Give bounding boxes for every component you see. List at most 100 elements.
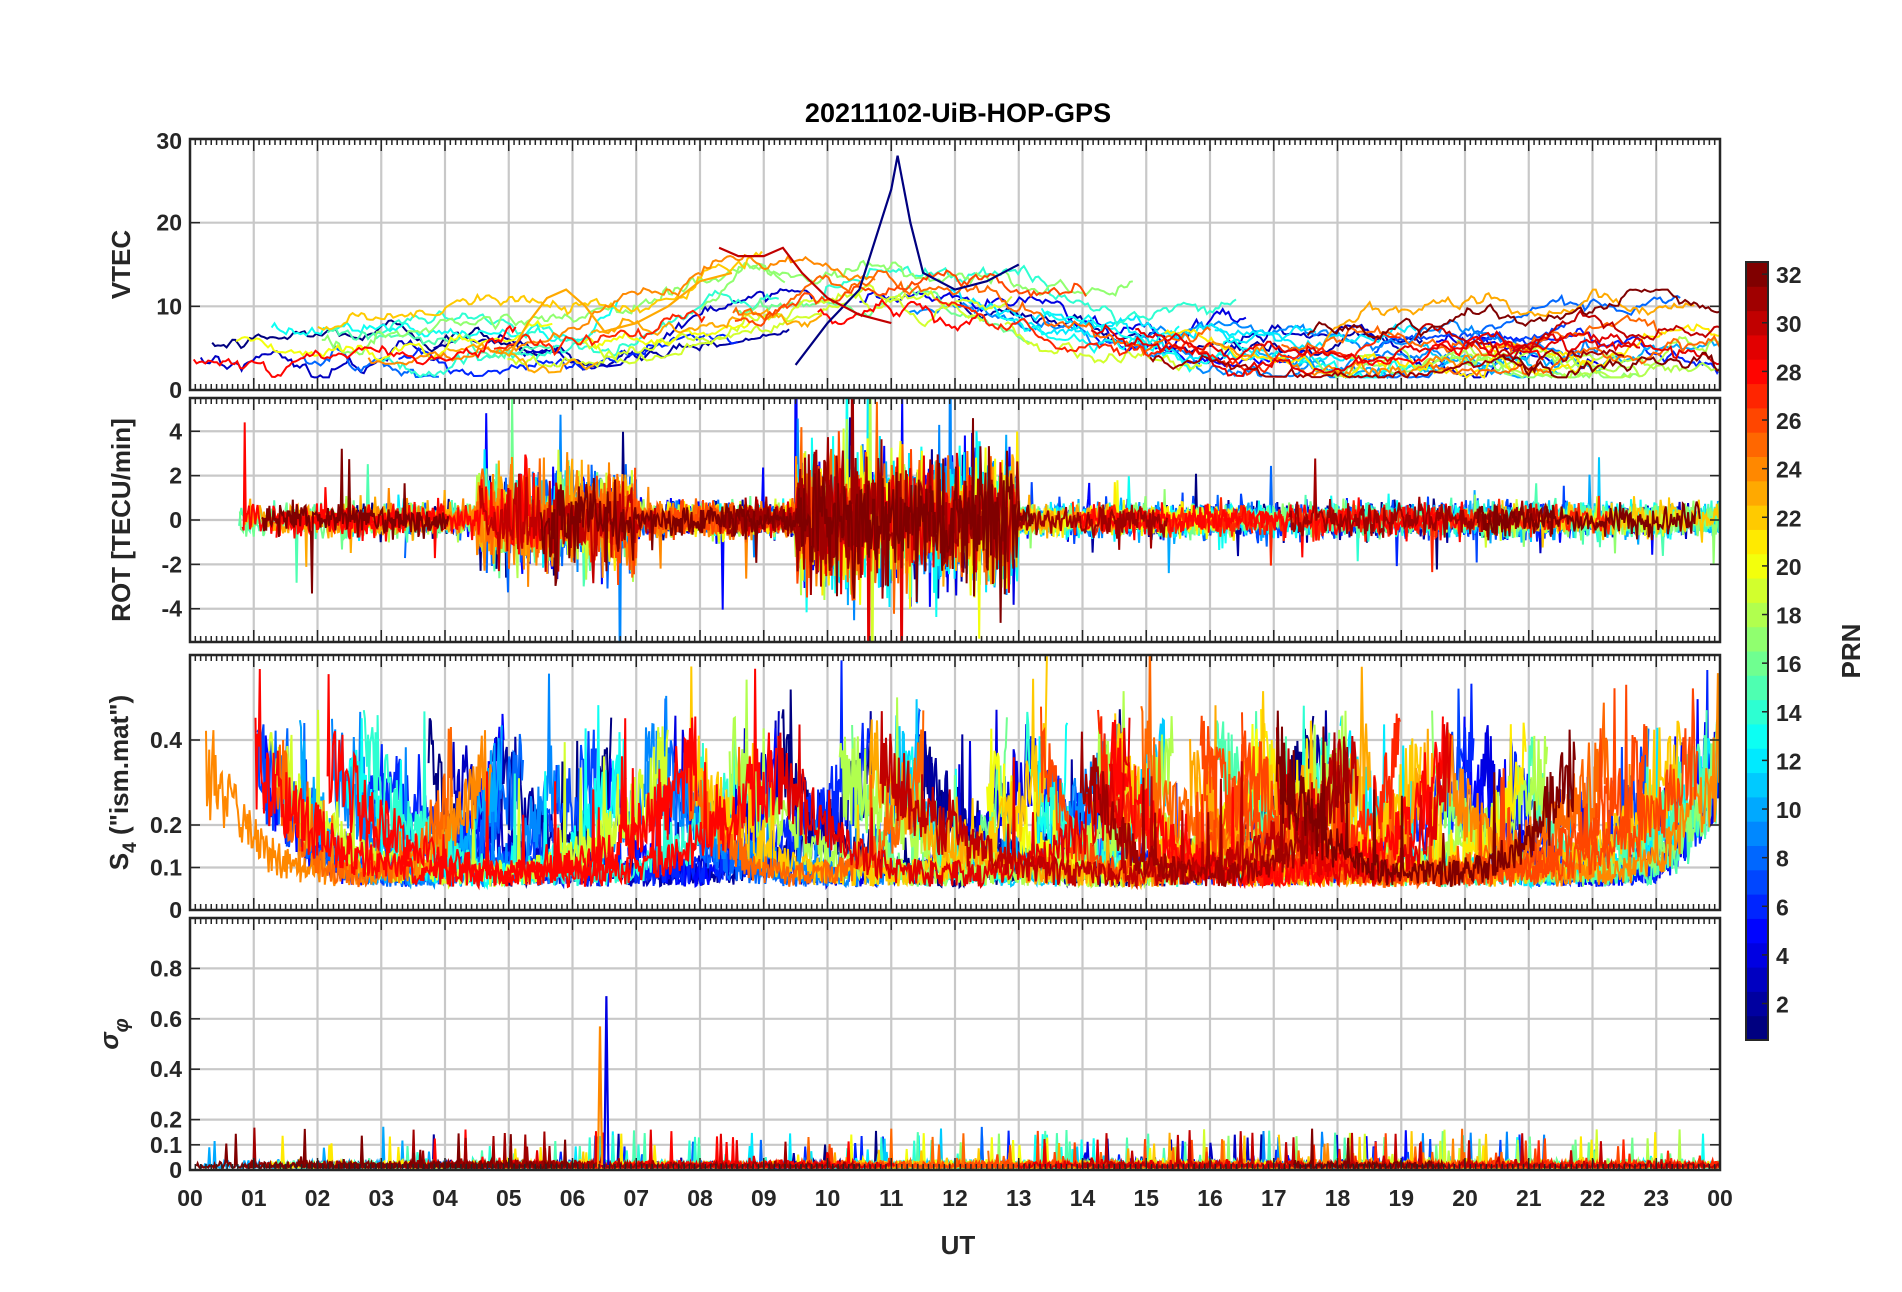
y-tick-label: 10 (156, 293, 182, 319)
x-ticks-vtec (189, 139, 1721, 390)
series-line-prn-21 (1164, 328, 1596, 379)
x-tick-label: 21 (1516, 1185, 1542, 1211)
x-tick-label: 07 (623, 1185, 649, 1211)
colorbar-swatch (1746, 286, 1768, 312)
x-tick-label: 14 (1070, 1185, 1096, 1211)
colorbar-swatch (1746, 748, 1768, 774)
colorbar-swatch (1746, 845, 1768, 871)
series-vtec (192, 155, 1720, 380)
series-line-prn-30 (1413, 309, 1720, 362)
colorbar-swatch (1746, 529, 1768, 555)
colorbar-swatch (1746, 918, 1768, 944)
series-line-prn-2 (433, 328, 790, 368)
y-tick-label: 0 (169, 1157, 182, 1183)
series-line-prn-28 (1342, 336, 1544, 367)
y-tick-label: 0.1 (150, 1132, 182, 1158)
colorbar-tick-label: 14 (1776, 700, 1802, 726)
x-tick-label: 19 (1388, 1185, 1414, 1211)
series-line-prn-30 (879, 711, 1359, 891)
grid-sigma_phi (190, 918, 1720, 1170)
series-line-prn-26 (734, 269, 1087, 327)
colorbar-tick-label: 22 (1776, 505, 1802, 531)
panel-s4: 0 0.1 0.2 0.4 S4 ("ism.mat") (104, 653, 1722, 923)
colorbar-swatch (1746, 991, 1768, 1017)
series-spike-prn-4 (603, 996, 610, 1168)
series-line-prn-28 (817, 297, 979, 332)
colorbar-swatch (1746, 869, 1768, 895)
series-line-prn-32 (1476, 501, 1701, 541)
series-line-prn-28 (326, 668, 778, 889)
x-tick-label: 20 (1452, 1185, 1478, 1211)
colorbar-swatch (1746, 796, 1768, 822)
x-tick-label: 04 (432, 1185, 458, 1211)
colorbar-swatch (1746, 821, 1768, 846)
series-line-prn-18 (1456, 335, 1720, 370)
series-line-prn-17 (321, 262, 786, 356)
series-line-prn-25 (1429, 334, 1720, 377)
colorbar-tick-label: 26 (1776, 408, 1802, 434)
series-line-prn-17 (700, 259, 1134, 311)
x-tick-label: 05 (496, 1185, 522, 1211)
series-line-prn-31 (459, 1131, 860, 1170)
x-tick-label: 23 (1643, 1185, 1669, 1211)
colorbar-frame (1745, 261, 1769, 1041)
series-line-prn-24 (1198, 341, 1480, 379)
x-tick-label: 01 (241, 1185, 267, 1211)
x-ticks-sigma_phi (189, 918, 1721, 1170)
y-axis-label-rot: ROT [TECU/min] (106, 418, 136, 622)
y-tick-label: 0.4 (150, 1056, 182, 1082)
colorbar-swatch (1746, 310, 1768, 336)
y-tick-label: 2 (169, 463, 182, 489)
series-line-prn-27 (493, 309, 706, 357)
colorbar-swatch (1746, 262, 1768, 287)
series-line-prn-23 (507, 271, 733, 358)
x-ticks-s4 (189, 655, 1721, 910)
y-tick-label: 0.4 (150, 727, 182, 753)
x-tick-label: 00 (1707, 1185, 1733, 1211)
series-line-prn-27 (934, 297, 1401, 376)
series-line-prn-32 (539, 418, 1034, 623)
series-line-prn-32 (1275, 710, 1576, 888)
x-tick-label: 12 (942, 1185, 968, 1211)
series-line-prn-14 (822, 264, 1237, 328)
series-line-prn-32 (294, 1134, 579, 1170)
x-tick-label: 13 (1006, 1185, 1032, 1211)
x-ticks-rot (189, 398, 1721, 642)
series-line-prn-29 (1090, 323, 1355, 362)
series-spike-prn-24 (596, 1026, 604, 1168)
series-line-prn-22 (317, 250, 763, 331)
colorbar-swatch (1746, 1015, 1768, 1041)
colorbar-tick-label: 32 (1776, 262, 1802, 288)
colorbar-swatch (1746, 432, 1768, 457)
y-axis-label-vtec: VTEC (106, 230, 136, 300)
x-tick-label: 11 (879, 1185, 904, 1211)
colorbar-swatch (1746, 894, 1768, 919)
colorbar-swatch (1746, 675, 1768, 701)
y-axis-label-sigma_phi: σφ (94, 1018, 133, 1049)
colorbar-swatch (1746, 699, 1768, 725)
colorbar-swatch (1746, 967, 1768, 992)
series-line-prn-6 (398, 333, 738, 377)
colorbar-tick-label: 10 (1776, 797, 1802, 823)
colorbar-swatch (1746, 723, 1768, 749)
y-tick-label: 4 (169, 418, 182, 444)
y-tick-label: 0.2 (150, 1107, 182, 1133)
x-tick-label: 02 (305, 1185, 331, 1211)
y-tick-label: 0.2 (150, 812, 182, 838)
x-axis-label: UT (941, 1230, 976, 1260)
series-line-prn-7 (1373, 322, 1568, 354)
colorbar-swatch (1746, 383, 1768, 409)
series-line-prn-32 (1306, 288, 1720, 341)
x-tick-label: 08 (687, 1185, 713, 1211)
series-line-prn-29 (777, 717, 1131, 889)
colorbar-swatch (1746, 942, 1768, 968)
colorbar-swatch (1746, 334, 1768, 360)
series-rot (238, 398, 1720, 642)
y-tick-label: 0 (169, 507, 182, 533)
colorbar-swatch (1746, 578, 1768, 603)
y-axis-label-s4: S4 ("ism.mat") (104, 695, 141, 870)
x-tick-labels: 00 01 02 03 04 05 06 07 08 09 10 11 12 13 14 15 16 17 18 19… (177, 1185, 1733, 1211)
colorbar-tick-label: 18 (1776, 603, 1802, 629)
y-tick-label: 20 (156, 210, 182, 236)
figure-title: 20211102-UiB-HOP-GPS (805, 98, 1111, 128)
